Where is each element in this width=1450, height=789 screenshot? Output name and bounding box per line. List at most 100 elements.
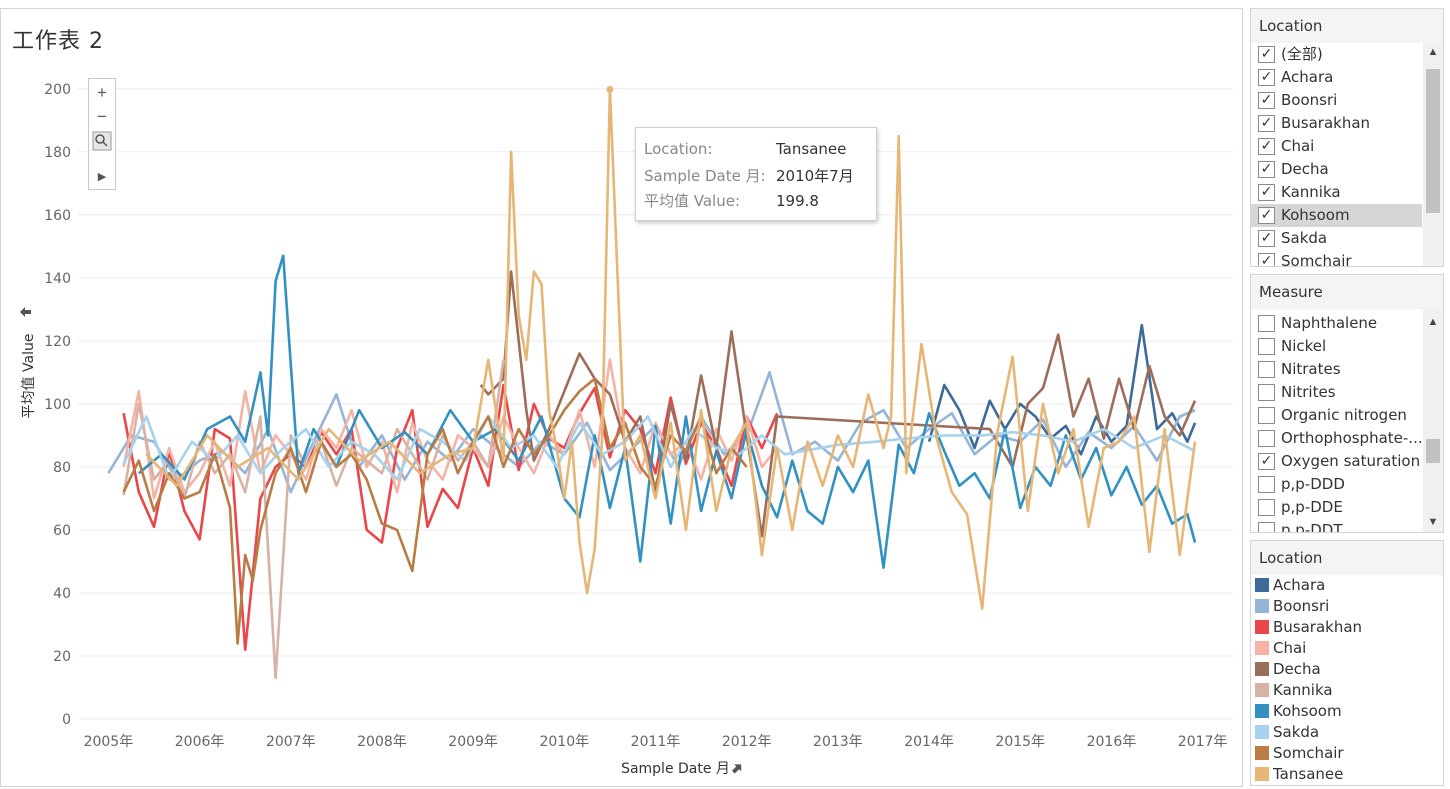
checkbox-icon[interactable] (1258, 315, 1275, 332)
location-filter-item[interactable]: ✓ Busarakhan (1251, 112, 1422, 135)
location-filter-item[interactable]: ✓ Kannika (1251, 181, 1422, 204)
checkbox-icon[interactable]: ✓ (1258, 138, 1275, 155)
series-line-tansanee[interactable] (145, 87, 1197, 611)
checkbox-icon[interactable]: ✓ (1258, 184, 1275, 201)
legend-item[interactable]: Chai (1251, 638, 1443, 659)
scrollbar-thumb[interactable] (1426, 439, 1440, 463)
location-filter-item[interactable]: ✓ Sakda (1251, 227, 1422, 250)
y-tick-label: 40 (53, 586, 71, 602)
measure-filter-item[interactable]: p,p-DDD (1251, 473, 1422, 496)
legend-item[interactable]: Achara (1251, 575, 1443, 596)
checkbox-icon[interactable]: ✓ (1258, 253, 1275, 266)
checkbox-icon[interactable] (1258, 338, 1275, 355)
magnifier-reset-icon (92, 131, 112, 151)
measure-filter-card: Measure Naphthalene Nickel Nitrates Nitr… (1250, 274, 1444, 533)
location-filter-item[interactable]: ✓ Achara (1251, 66, 1422, 89)
series-lines[interactable] (107, 87, 1197, 680)
legend-item[interactable]: Decha (1251, 659, 1443, 680)
location-filter-item[interactable]: ✓ Boonsri (1251, 89, 1422, 112)
location-filter-card: Location ✓ (全部) ✓ Achara ✓ Boonsri ✓ Busarak… (1250, 8, 1444, 267)
x-tick-label: 2016年 (1087, 734, 1137, 750)
checkbox-icon[interactable]: ✓ (1258, 161, 1275, 178)
legend-item[interactable]: Boonsri (1251, 596, 1443, 617)
scroll-down-arrow-icon[interactable]: ▼ (1427, 516, 1439, 528)
measure-filter-item[interactable]: p,p-DDE (1251, 496, 1422, 519)
tooltip-key: Location: (644, 140, 713, 158)
checkbox-icon[interactable]: ✓ (1258, 69, 1275, 86)
scroll-up-arrow-icon[interactable]: ▲ (1427, 316, 1439, 328)
legend-item[interactable]: Tansanee (1251, 764, 1443, 785)
tooltip-key: Sample Date 月: (644, 167, 766, 185)
series-line-kannika[interactable] (122, 359, 505, 680)
pin-icon[interactable] (20, 307, 31, 317)
sheet-title: 工作表 2 (12, 29, 104, 54)
checkbox-icon[interactable]: ✓ (1258, 115, 1275, 132)
measure-filter-item[interactable]: Organic nitrogen (1251, 404, 1422, 427)
checkbox-icon[interactable] (1258, 361, 1275, 378)
checkbox-icon[interactable] (1258, 522, 1275, 532)
y-tick-label: 200 (44, 82, 71, 98)
location-filter-item[interactable]: ✓ Chai (1251, 135, 1422, 158)
scroll-up-arrow-icon[interactable]: ▲ (1427, 46, 1439, 58)
location-filter-item[interactable]: ✓ Decha (1251, 158, 1422, 181)
legend-item[interactable]: Kohsoom (1251, 701, 1443, 722)
checkbox-icon[interactable] (1258, 499, 1275, 516)
hover-point[interactable] (606, 85, 614, 93)
measure-filter-item[interactable]: ✓ Oxygen saturation (1251, 450, 1422, 473)
reset-zoom-button[interactable] (89, 129, 115, 153)
measure-filter-item[interactable]: Nickel (1251, 335, 1422, 358)
location-scrollbar[interactable]: ▲ (1423, 43, 1443, 266)
location-filter-item[interactable]: ✓ Somchair (1251, 250, 1422, 266)
tooltip-row-date: Sample Date 月: 2010年7月 (644, 165, 854, 186)
x-tick-label: 2008年 (357, 734, 407, 750)
series-line-sakda[interactable] (122, 415, 1196, 481)
location-filter-item[interactable]: ✓ (全部) (1251, 43, 1422, 66)
tooltip-value: Tansanee (776, 140, 847, 158)
zoom-in-button[interactable]: + (97, 83, 107, 102)
measure-filter-item[interactable]: Naphthalene (1251, 312, 1422, 335)
y-axis-title: 平均值 Value (21, 334, 37, 419)
checkbox-icon[interactable]: ✓ (1258, 46, 1275, 63)
measure-filter-item[interactable]: Orthophosphate-... (1251, 427, 1422, 450)
checkbox-icon[interactable] (1258, 476, 1275, 493)
pin-icon[interactable] (730, 761, 745, 776)
series-line-chai[interactable] (122, 358, 779, 500)
measure-scrollbar[interactable]: ▲ ▼ (1423, 309, 1443, 532)
checkbox-icon[interactable]: ✓ (1258, 92, 1275, 109)
checkbox-icon[interactable] (1258, 430, 1275, 447)
tooltip-value: 199.8 (776, 192, 819, 210)
scrollbar-thumb[interactable] (1426, 69, 1440, 213)
series-line-somchair[interactable] (122, 377, 748, 645)
location-filter-list: ✓ (全部) ✓ Achara ✓ Boonsri ✓ Busarakhan ✓ Chai… (1251, 43, 1422, 266)
x-tick-label: 2009年 (448, 734, 498, 750)
y-axis-ticks: 0 20 40 60 80 100 120 140 160 180 200 (44, 82, 71, 728)
checkbox-icon[interactable]: ✓ (1258, 453, 1275, 470)
y-tick-label: 0 (62, 712, 71, 728)
series-line-kohsoom[interactable] (137, 254, 1197, 570)
measure-filter-item[interactable]: p,p-DDT (1251, 519, 1422, 532)
series-line-busarakhan[interactable] (122, 383, 779, 652)
checkbox-icon[interactable]: ✓ (1258, 230, 1275, 247)
x-tick-label: 2015年 (995, 734, 1045, 750)
location-filter-item-highlighted[interactable]: ✓ Kohsoom (1251, 204, 1422, 227)
measure-filter-item[interactable]: Nitrites (1251, 381, 1422, 404)
legend-item[interactable]: Kannika (1251, 680, 1443, 701)
legend-item[interactable]: Busarakhan (1251, 617, 1443, 638)
checkbox-icon[interactable]: ✓ (1258, 207, 1275, 224)
zoom-out-button[interactable]: − (97, 107, 107, 126)
legend-item[interactable]: Somchair (1251, 743, 1443, 764)
y-tick-label: 80 (53, 460, 71, 476)
checkbox-icon[interactable] (1258, 384, 1275, 401)
legend-swatch (1255, 620, 1269, 634)
measure-filter-item[interactable]: Nitrates (1251, 358, 1422, 381)
series-line-achara[interactable] (927, 323, 1197, 456)
legend-item[interactable]: Sakda (1251, 722, 1443, 743)
legend-list: Achara Boonsri Busarakhan Chai Decha Kan… (1251, 575, 1443, 785)
expand-toolbar-arrow[interactable]: ▶ (97, 171, 107, 183)
color-legend-card: Location Achara Boonsri Busarakhan Chai … (1250, 540, 1444, 786)
checkbox-icon[interactable] (1258, 407, 1275, 424)
measure-filter-list: Naphthalene Nickel Nitrates Nitrites Org… (1251, 309, 1422, 532)
legend-swatch (1255, 767, 1269, 781)
zoom-toolbar: + − ▶ (88, 78, 116, 190)
legend-swatch (1255, 704, 1269, 718)
